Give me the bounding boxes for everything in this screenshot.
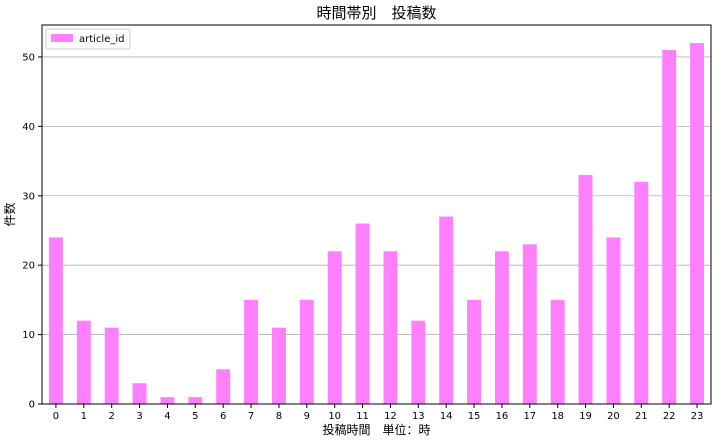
x-tick-label: 13 [412,411,425,422]
x-tick-label: 15 [468,411,481,422]
y-axis: 0 10 20 30 40 50 [22,52,42,411]
bar [383,251,398,404]
x-tick-label: 8 [276,411,282,422]
bar [160,397,175,404]
bar [662,49,677,404]
bar [690,43,705,405]
x-tick-label: 2 [109,411,115,422]
bar [578,174,593,404]
bar [104,327,119,404]
grid-lines [42,56,711,335]
x-tick-label: 1 [81,411,87,422]
x-tick-label: 22 [663,411,676,422]
bars [48,43,705,405]
x-tick-label: 21 [635,411,648,422]
bar [522,244,537,404]
x-tick-label: 18 [551,411,564,422]
y-axis-label: 件数 [2,202,17,226]
x-tick-label: 19 [579,411,592,422]
x-tick-label: 3 [136,411,142,422]
x-tick-label: 4 [164,411,170,422]
x-tick-label: 11 [356,411,369,422]
x-tick-label: 6 [220,411,226,422]
y-tick-label: 0 [29,400,35,411]
y-tick-label: 30 [22,191,35,202]
x-tick-label: 12 [384,411,397,422]
legend: article_id [45,28,131,50]
bar [634,181,649,404]
y-tick-label: 20 [22,261,35,272]
bar [48,237,63,404]
x-axis: 0 1 2 3 4 5 6 7 8 9 10 11 12 13 14 15 16 17 18 19 20 21 22 23 [53,404,704,422]
x-tick-label: 5 [192,411,198,422]
bar [606,237,621,404]
x-tick-label: 10 [328,411,341,422]
y-tick-label: 50 [22,52,35,63]
x-tick-label: 16 [496,411,509,422]
bar [244,299,259,404]
bar [494,251,509,404]
x-tick-label: 0 [53,411,59,422]
x-tick-label: 23 [691,411,704,422]
bar [299,299,314,404]
y-tick-label: 10 [22,330,35,341]
x-axis-label: 投稿時間 単位：時 [322,422,430,437]
legend-swatch [51,34,73,42]
x-tick-label: 14 [440,411,453,422]
bar [467,299,482,404]
y-tick-label: 40 [22,122,35,133]
legend-label: article_id [79,34,125,45]
bar [188,397,203,404]
plot-frame [41,24,712,405]
x-tick-label: 17 [523,411,536,422]
bar [439,216,454,404]
x-tick-label: 9 [304,411,310,422]
bar [132,383,147,404]
bar [76,320,91,404]
chart-title: 時間帯別 投稿数 [316,4,436,22]
bar [355,223,370,404]
bar [411,320,426,404]
bar [216,369,231,404]
x-tick-label: 7 [248,411,254,422]
bar [271,327,286,404]
bar [327,251,342,404]
bar [550,299,565,404]
x-tick-label: 20 [607,411,620,422]
